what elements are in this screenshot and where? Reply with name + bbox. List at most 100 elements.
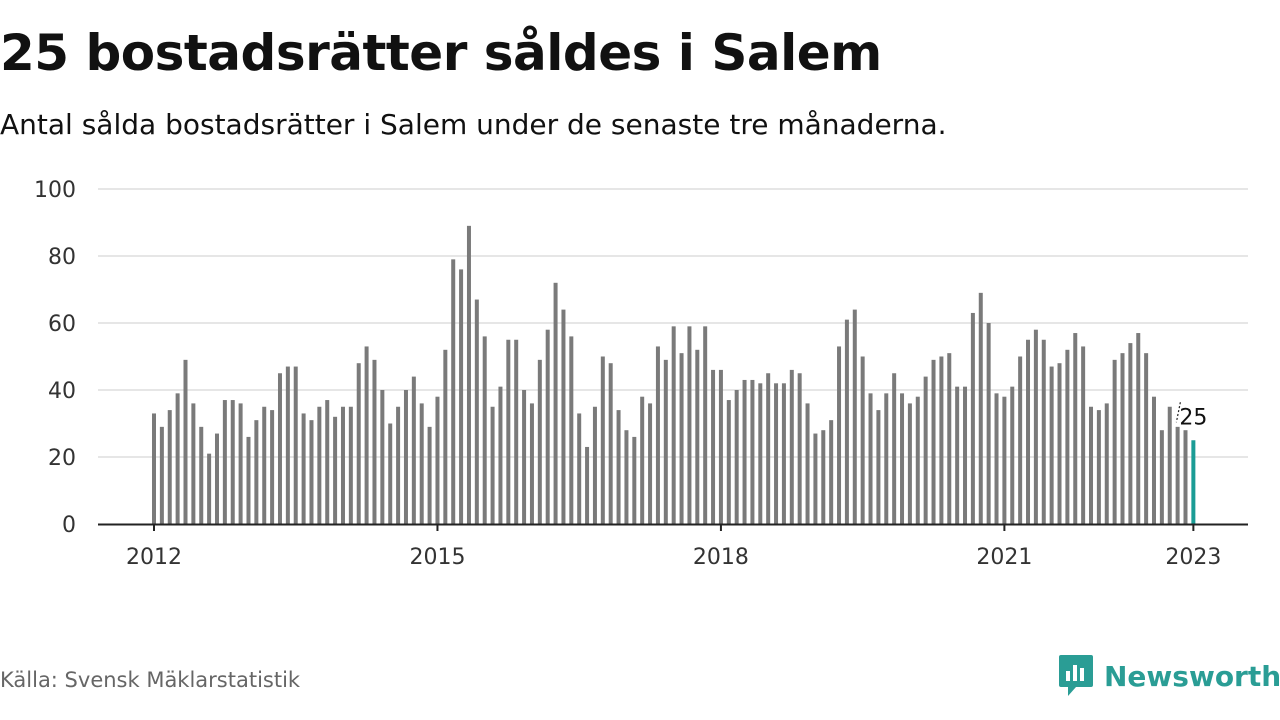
bar: [191, 403, 196, 524]
bar: [1010, 386, 1015, 524]
y-tick-label: 20: [48, 446, 76, 471]
x-tick-label: 2012: [126, 545, 182, 570]
bar: [1089, 406, 1094, 524]
bar: [506, 339, 511, 524]
bar: [577, 413, 582, 524]
bar: [616, 410, 621, 524]
bar: [1167, 406, 1172, 524]
bar: [277, 373, 282, 524]
bar: [970, 312, 975, 524]
bar: [474, 299, 479, 524]
bar: [1120, 353, 1125, 524]
bar: [230, 400, 235, 524]
bar: [1041, 339, 1046, 524]
bar: [781, 383, 786, 524]
bar: [1151, 396, 1156, 524]
bar: [632, 436, 637, 524]
bar: [1018, 356, 1023, 524]
bar: [1065, 349, 1070, 524]
bar: [907, 403, 912, 524]
bar: [364, 346, 369, 524]
bar: [222, 400, 227, 524]
bar: [1112, 359, 1117, 524]
bar: [1073, 333, 1078, 524]
bar: [333, 416, 338, 524]
bar: [852, 309, 857, 524]
bar: [876, 410, 881, 524]
bar: [655, 346, 660, 524]
bar: [419, 403, 424, 524]
bar: [789, 369, 794, 524]
bars: [98, 225, 1248, 526]
bar: [411, 376, 416, 524]
bar: [947, 353, 952, 524]
bar: [167, 410, 172, 524]
bar: [522, 390, 527, 524]
x-tick-label: 2023: [1165, 545, 1221, 570]
bar: [640, 396, 645, 524]
bar: [372, 359, 377, 524]
bar: [923, 376, 928, 524]
bar: [238, 403, 243, 524]
bar: [648, 403, 653, 524]
bar: [498, 386, 503, 524]
bar: [703, 326, 708, 524]
bar: [514, 339, 519, 524]
bar: [262, 406, 267, 524]
bar: [797, 373, 802, 524]
bar: [624, 430, 629, 524]
x-tick-label: 2015: [409, 545, 465, 570]
bar: [955, 386, 960, 524]
bar: [254, 420, 259, 524]
bar: [1081, 346, 1086, 524]
bar: [1175, 426, 1180, 524]
bar: [844, 319, 849, 524]
bar: [380, 390, 385, 524]
bar: [1183, 430, 1188, 524]
bar: [718, 369, 723, 524]
bar: [214, 433, 219, 524]
bar: [1136, 333, 1141, 524]
annotations: 25: [1175, 402, 1207, 430]
bar: [805, 403, 810, 524]
bar: [726, 400, 731, 524]
bar: [553, 282, 558, 524]
y-axis-labels: 0 20 40 60 80 100: [34, 178, 76, 538]
chart-subtitle: Antal sålda bostadsrätter i Salem under …: [0, 108, 947, 141]
bar: [396, 406, 401, 524]
bar: [978, 292, 983, 524]
bar: [711, 369, 716, 524]
bar: [443, 349, 448, 524]
newsworthy-brand[interactable]: Newsworthy: [1058, 654, 1280, 698]
bar: [529, 403, 534, 524]
bar: [585, 446, 590, 524]
bar: [459, 269, 464, 524]
bar: [766, 373, 771, 524]
bar: [663, 359, 668, 524]
x-tick-label: 2021: [976, 545, 1032, 570]
bar: [671, 326, 676, 524]
bar: [1026, 339, 1031, 524]
bar: [734, 390, 739, 524]
bar: [758, 383, 763, 524]
bar: [569, 336, 574, 524]
bar: [348, 406, 353, 524]
bar: [388, 423, 393, 524]
bar: [750, 379, 755, 524]
bar: [837, 346, 842, 524]
bar: [1033, 329, 1038, 524]
bar: [915, 396, 920, 524]
bar: [1128, 343, 1133, 524]
bar: [427, 426, 432, 524]
bar: [545, 329, 550, 524]
bar: [813, 433, 818, 524]
bar: [490, 406, 495, 524]
bar: [270, 410, 275, 524]
bar: [687, 326, 692, 524]
y-tick-label: 60: [48, 312, 76, 337]
bar: [537, 359, 542, 524]
bar: [301, 413, 306, 524]
bar: [986, 323, 991, 524]
bar: [317, 406, 322, 524]
y-tick-label: 80: [48, 245, 76, 270]
